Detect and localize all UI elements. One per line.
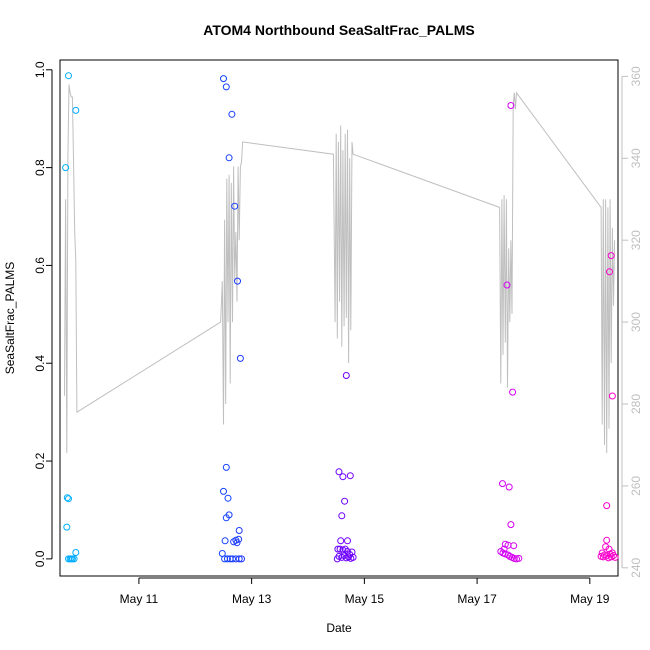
secondary-y-axis: 240 260 280 300 320 340 360 (621, 66, 643, 578)
secondary-y-tick-label: 260 (629, 476, 643, 496)
secondary-y-tick-label: 240 (629, 557, 643, 577)
data-point (235, 527, 243, 534)
data-point (222, 83, 230, 91)
data-point (598, 549, 606, 557)
data-point (236, 354, 244, 362)
data-point (62, 164, 70, 172)
data-point (234, 277, 241, 285)
data-point (603, 502, 611, 510)
data-point (608, 392, 616, 400)
x-tick-label: May 13 (232, 592, 272, 606)
data-point (229, 555, 236, 563)
data-point (72, 106, 80, 114)
data-point (339, 473, 347, 481)
data-point (235, 535, 243, 543)
data-point (607, 252, 615, 260)
data-point (335, 468, 343, 476)
data-point (507, 521, 515, 529)
data-point (346, 551, 354, 558)
data-point (610, 552, 617, 559)
x-tick-label: May 17 (457, 592, 497, 606)
x-tick-label: May 11 (120, 592, 159, 606)
data-point (606, 268, 613, 276)
secondary-y-tick-label: 360 (629, 66, 643, 86)
points-layer (62, 72, 619, 563)
data-point (231, 202, 239, 210)
data-point (338, 553, 346, 561)
data-point (222, 463, 230, 471)
data-point (503, 281, 511, 289)
data-point (341, 545, 349, 553)
data-point (342, 372, 350, 379)
secondary-series-layer (64, 84, 616, 454)
secondary-y-tick-label: 320 (629, 230, 643, 250)
data-point (599, 553, 607, 561)
data-point (225, 154, 233, 162)
data-point (63, 494, 71, 502)
data-point (500, 545, 508, 553)
data-point (603, 536, 611, 544)
data-point (220, 75, 227, 83)
data-point (63, 523, 71, 531)
data-point (341, 497, 349, 505)
x-axis: May 11 May 13 May 15 May 17 May 19 (120, 577, 610, 606)
data-point (338, 512, 346, 520)
y-tick-label: 0.2 (33, 452, 47, 469)
y-tick-label: 0.4 (33, 355, 47, 372)
y-tick-label: 0.0 (33, 550, 47, 567)
data-point (499, 480, 506, 488)
data-point (228, 110, 236, 118)
data-point (65, 495, 72, 503)
data-point (65, 72, 72, 80)
secondary-y-tick-label: 300 (629, 312, 643, 332)
data-point (235, 555, 243, 563)
data-point (333, 555, 341, 563)
data-point (611, 553, 619, 561)
data-point (224, 494, 232, 502)
y-axis: 0.0 0.2 0.4 0.6 0.8 1.0 (33, 61, 53, 567)
data-point (505, 483, 513, 491)
data-point (334, 545, 342, 553)
secondary-y-tick-label: 280 (629, 394, 643, 414)
y-tick-label: 0.6 (33, 257, 47, 274)
data-point (605, 545, 613, 553)
y-axis-label: SeaSaltFrac_PALMS (3, 262, 17, 375)
x-tick-label: May 19 (570, 592, 610, 606)
y-tick-label: 1.0 (33, 61, 47, 78)
data-point (223, 555, 231, 563)
data-point (238, 555, 245, 563)
data-point (70, 555, 78, 563)
data-point (346, 472, 354, 480)
chart-title: ATOM4 Northbound SeaSaltFrac_PALMS (203, 22, 474, 38)
data-point (344, 537, 351, 545)
data-point (220, 487, 227, 495)
x-axis-label: Date (326, 621, 352, 635)
data-point (72, 549, 80, 556)
data-point (233, 539, 241, 547)
plot-frame (59, 59, 619, 577)
secondary-series-line (64, 84, 616, 454)
data-point (510, 542, 518, 550)
data-point (222, 514, 230, 522)
data-point (509, 388, 517, 396)
data-point (515, 554, 523, 562)
y-tick-label: 0.8 (33, 159, 47, 176)
secondary-y-tick-label: 340 (629, 148, 643, 168)
x-tick-label: May 15 (345, 592, 385, 606)
data-point (507, 102, 515, 109)
data-point (337, 537, 345, 545)
data-point (221, 537, 229, 545)
